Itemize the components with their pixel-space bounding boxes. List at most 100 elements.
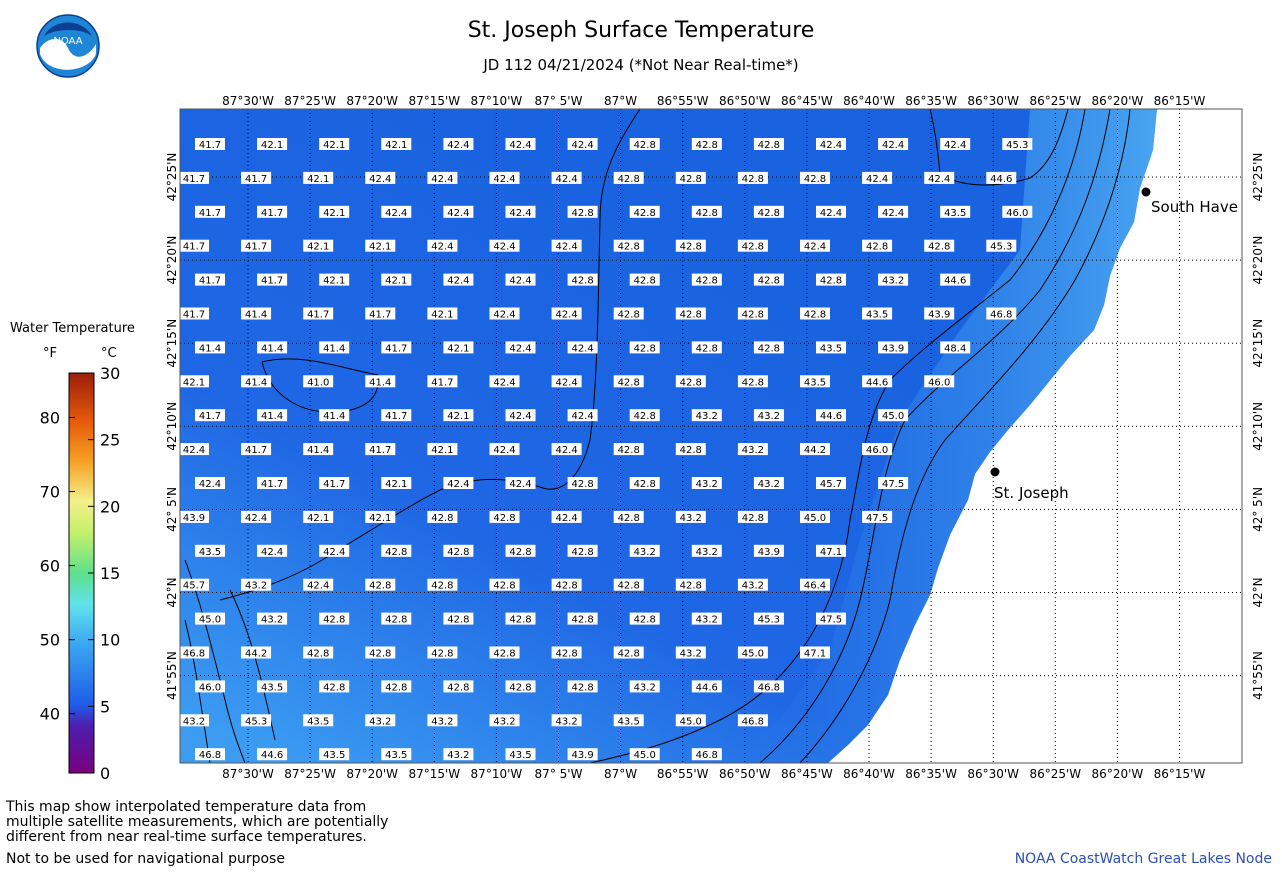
temperature-cell: 46.0 (1002, 205, 1033, 219)
temperature-cell: 42.1 (319, 138, 350, 151)
temperature-cell: 42.8 (737, 375, 768, 388)
temperature-cell: 41.7 (195, 409, 225, 422)
svg-text:42.4: 42.4 (571, 140, 593, 151)
temperature-cell: 46.8 (180, 646, 209, 660)
svg-text:42.4: 42.4 (323, 547, 345, 558)
svg-text:43.2: 43.2 (634, 547, 656, 558)
svg-text:43.5: 43.5 (199, 547, 221, 558)
temperature-cell: 42.8 (551, 578, 582, 592)
temperature-cell: 41.4 (303, 443, 334, 456)
lon-label-bottom: 86°35'W (905, 767, 957, 781)
svg-text:South Have: South Have (1151, 198, 1238, 216)
temperature-cell: 46.8 (753, 680, 784, 693)
temperature-cell: 41.4 (319, 409, 350, 422)
svg-text:45.3: 45.3 (1006, 140, 1028, 151)
svg-text:42.4: 42.4 (509, 208, 531, 219)
svg-text:46.8: 46.8 (990, 310, 1012, 321)
temperature-cell: 47.5 (862, 510, 893, 524)
svg-text:42.4: 42.4 (369, 174, 391, 185)
lon-label-top: 86°30'W (967, 94, 1019, 108)
svg-text:42.4: 42.4 (431, 174, 453, 185)
svg-text:46.8: 46.8 (742, 716, 764, 727)
svg-text:46.0: 46.0 (866, 445, 888, 456)
temperature-cell: 43.2 (489, 714, 520, 727)
svg-text:45.3: 45.3 (245, 716, 267, 727)
svg-text:42.4: 42.4 (820, 140, 842, 151)
temperature-cell: 42.8 (567, 680, 598, 693)
svg-text:42.4: 42.4 (245, 513, 267, 524)
temperature-cell: 42.8 (675, 578, 706, 592)
temperature-cell: 42.4 (816, 205, 846, 219)
svg-text:46.0: 46.0 (928, 377, 950, 388)
temperature-cell: 42.8 (629, 477, 660, 490)
temperature-cell: 43.5 (800, 375, 830, 388)
legend-c-label: 0 (100, 764, 110, 780)
temperature-cell: 42.8 (691, 205, 722, 219)
temperature-cell: 43.9 (567, 748, 598, 761)
svg-text:46.4: 46.4 (804, 581, 826, 592)
svg-text:43.2: 43.2 (882, 276, 904, 287)
svg-text:41.7: 41.7 (245, 242, 267, 253)
svg-text:42.8: 42.8 (431, 513, 453, 524)
temperature-cell: 41.7 (319, 477, 350, 490)
lon-label-bottom: 86°15'W (1154, 767, 1206, 781)
svg-text:44.2: 44.2 (245, 649, 267, 660)
svg-text:42.8: 42.8 (742, 174, 764, 185)
temperature-cell: 43.9 (753, 544, 784, 558)
svg-text:47.5: 47.5 (866, 513, 888, 524)
svg-text:41.7: 41.7 (385, 411, 407, 422)
svg-text:42.4: 42.4 (509, 276, 531, 287)
svg-text:42.4: 42.4 (571, 411, 593, 422)
temperature-cell: 41.4 (365, 375, 396, 388)
temperature-cell: 42.4 (241, 510, 272, 524)
temperature-cell: 43.9 (180, 510, 209, 524)
city-south-haven[interactable]: South Have (1141, 187, 1238, 217)
temperature-cell: 47.5 (816, 612, 846, 626)
lat-label-left: 42° 5'N (165, 487, 179, 532)
svg-text:44.6: 44.6 (261, 750, 283, 761)
temperature-cell: 41.4 (241, 375, 272, 388)
svg-text:42.4: 42.4 (183, 445, 205, 456)
svg-text:42.1: 42.1 (447, 343, 469, 354)
svg-text:42.8: 42.8 (447, 682, 469, 693)
temperature-cell: 42.8 (753, 205, 784, 219)
svg-text:42.4: 42.4 (199, 479, 221, 490)
temperature-cell: 41.7 (195, 138, 225, 151)
svg-text:42.8: 42.8 (634, 615, 656, 626)
temperature-cell: 43.2 (443, 748, 474, 761)
lon-label-bottom: 87°15'W (408, 767, 460, 781)
legend-f-label: 50 (40, 631, 60, 650)
temperature-cell: 42.8 (675, 307, 706, 321)
svg-text:42.8: 42.8 (431, 649, 453, 660)
city-st-joseph[interactable]: St. Joseph (990, 467, 1069, 503)
svg-text:43.2: 43.2 (261, 615, 283, 626)
temperature-cell: 45.0 (629, 748, 660, 761)
temperature-cell: 42.8 (675, 171, 706, 185)
svg-text:43.2: 43.2 (183, 716, 205, 727)
temperature-cell: 42.4 (878, 138, 909, 151)
svg-text:42.4: 42.4 (944, 140, 966, 151)
svg-text:43.2: 43.2 (369, 716, 391, 727)
temperature-cell: 47.1 (816, 544, 846, 558)
svg-text:41.7: 41.7 (245, 445, 267, 456)
temperature-cell: 45.0 (675, 714, 706, 727)
svg-text:42.4: 42.4 (493, 310, 515, 321)
temperature-cell: 46.0 (195, 680, 225, 693)
svg-text:42.8: 42.8 (618, 445, 640, 456)
temperature-cell: 42.4 (427, 239, 458, 253)
legend-title: Water Temperature (10, 321, 135, 336)
temperature-cell: 42.8 (489, 510, 520, 524)
svg-text:44.6: 44.6 (696, 682, 718, 693)
svg-text:41.7: 41.7 (245, 174, 267, 185)
svg-text:42.8: 42.8 (571, 682, 593, 693)
legend-unit-c: °C (101, 346, 117, 361)
svg-text:41.7: 41.7 (183, 310, 205, 321)
lon-label-bottom: 86°40'W (843, 767, 895, 781)
svg-text:42.4: 42.4 (509, 140, 531, 151)
svg-text:41.4: 41.4 (261, 411, 283, 422)
svg-text:42.8: 42.8 (571, 208, 593, 219)
temperature-cell: 42.1 (365, 239, 396, 253)
lat-label-left: 42°25'N (165, 153, 179, 202)
lon-label-top: 87°30'W (222, 94, 274, 108)
